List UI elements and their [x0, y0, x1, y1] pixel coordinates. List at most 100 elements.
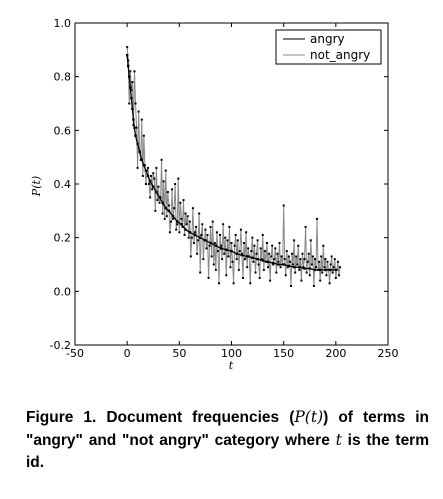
data-point-not-angry	[174, 183, 177, 185]
data-point-not-angry	[336, 260, 339, 263]
data-point-angry	[155, 190, 158, 194]
data-point-not-angry	[131, 81, 134, 84]
data-point-not-angry	[129, 70, 132, 73]
data-point-not-angry	[214, 268, 217, 271]
data-point-not-angry	[199, 271, 202, 274]
data-point-not-angry	[173, 207, 176, 210]
data-point-not-angry	[253, 244, 256, 247]
data-point-angry	[132, 118, 135, 121]
data-point-not-angry	[222, 223, 225, 226]
data-point-angry	[164, 206, 167, 210]
data-point-angry	[256, 257, 259, 261]
data-point-not-angry	[212, 263, 215, 266]
data-point-not-angry	[208, 244, 211, 247]
data-point-not-angry	[151, 188, 154, 191]
data-point-not-angry	[181, 225, 184, 228]
data-point-not-angry	[130, 89, 133, 92]
data-point-not-angry	[189, 255, 192, 258]
x-tick-label: 0	[124, 347, 131, 360]
data-point-not-angry	[246, 266, 249, 269]
data-point-not-angry	[272, 263, 275, 266]
plot-frame	[74, 22, 389, 346]
data-point-angry	[225, 248, 228, 251]
data-point-angry	[144, 169, 148, 172]
data-point-not-angry	[172, 217, 175, 220]
data-point-not-angry	[262, 268, 265, 271]
data-point-not-angry	[234, 233, 237, 236]
x-tick-label: 150	[273, 347, 294, 360]
data-point-not-angry	[141, 174, 144, 177]
data-point-not-angry	[215, 231, 218, 234]
data-point-not-angry	[240, 252, 243, 255]
data-point-not-angry	[282, 204, 285, 207]
data-point-not-angry	[245, 231, 248, 234]
data-point-not-angry	[196, 252, 199, 255]
data-point-not-angry	[166, 191, 169, 194]
data-point-not-angry	[183, 233, 186, 236]
data-point-not-angry	[235, 258, 238, 261]
data-point-not-angry	[228, 225, 231, 228]
chart-figure: -50 0 50 100 150 200 250 -0.2 0.0 0.2 0.4 0.6 0.8 1.…	[30, 17, 399, 372]
data-point-not-angry	[155, 166, 158, 169]
data-point-not-angry	[195, 225, 198, 228]
figure-caption: Figure 1. Document frequencies (P(t)) of…	[26, 406, 429, 474]
y-tick-labels: -0.2 0.0 0.2 0.4 0.6 0.8 1.0	[50, 17, 71, 352]
y-tick-label: 1.0	[54, 17, 72, 30]
data-point-not-angry	[188, 220, 191, 223]
data-point-not-angry	[207, 276, 210, 279]
data-point-not-angry	[216, 250, 219, 253]
data-point-not-angry	[257, 263, 260, 266]
data-point-not-angry	[263, 250, 266, 253]
data-point-angry	[127, 64, 130, 68]
data-point-not-angry	[310, 263, 313, 266]
data-point-not-angry	[210, 255, 213, 258]
data-point-not-angry	[224, 236, 227, 239]
data-point-not-angry	[186, 215, 189, 218]
data-point-not-angry	[331, 271, 334, 274]
data-point-not-angry	[179, 201, 182, 204]
data-point-not-angry	[142, 134, 145, 137]
data-point-not-angry	[293, 239, 296, 242]
data-point-not-angry	[337, 274, 340, 277]
data-point-not-angry	[211, 220, 214, 223]
data-point-angry	[129, 86, 132, 89]
data-point-not-angry	[243, 242, 246, 245]
caption-math-pt: P(t)	[294, 408, 324, 426]
data-point-angry	[128, 75, 131, 78]
data-point-not-angry	[249, 282, 252, 285]
data-point-not-angry	[287, 255, 290, 258]
data-point-not-angry	[325, 274, 328, 277]
data-point-not-angry	[244, 258, 247, 261]
data-point-angry	[152, 185, 155, 188]
data-point-not-angry	[305, 271, 308, 274]
y-tick-label: 0.4	[54, 178, 72, 191]
data-point-angry	[219, 247, 223, 250]
data-point-not-angry	[315, 266, 318, 269]
data-point-not-angry	[219, 233, 222, 236]
data-point-not-angry	[153, 177, 156, 180]
data-point-not-angry	[321, 271, 324, 274]
data-point-not-angry	[278, 242, 281, 245]
data-point-not-angry	[311, 255, 314, 258]
data-point-not-angry	[334, 276, 337, 279]
y-tick-label: -0.2	[50, 339, 71, 352]
x-tick-labels: -50 0 50 100 150 200 250	[66, 347, 398, 360]
data-point-angry	[313, 268, 317, 272]
y-tick-label: 0.2	[54, 232, 72, 245]
data-point-angry	[230, 249, 233, 253]
caption-prefix: Figure 1. Document frequencies (	[26, 409, 295, 426]
data-point-not-angry	[289, 284, 292, 287]
data-point-not-angry	[233, 244, 236, 247]
data-point-angry	[148, 180, 152, 183]
data-point-angry	[235, 252, 238, 255]
data-point-not-angry	[225, 274, 228, 277]
data-point-not-angry	[147, 166, 150, 169]
data-point-not-angry	[276, 252, 279, 255]
data-point-not-angry	[247, 247, 250, 250]
data-point-angry	[266, 260, 270, 264]
data-point-not-angry	[291, 252, 294, 255]
data-point-not-angry	[283, 258, 286, 261]
data-point-angry	[188, 231, 191, 234]
data-point-not-angry	[297, 244, 300, 247]
data-point-angry	[171, 215, 175, 218]
